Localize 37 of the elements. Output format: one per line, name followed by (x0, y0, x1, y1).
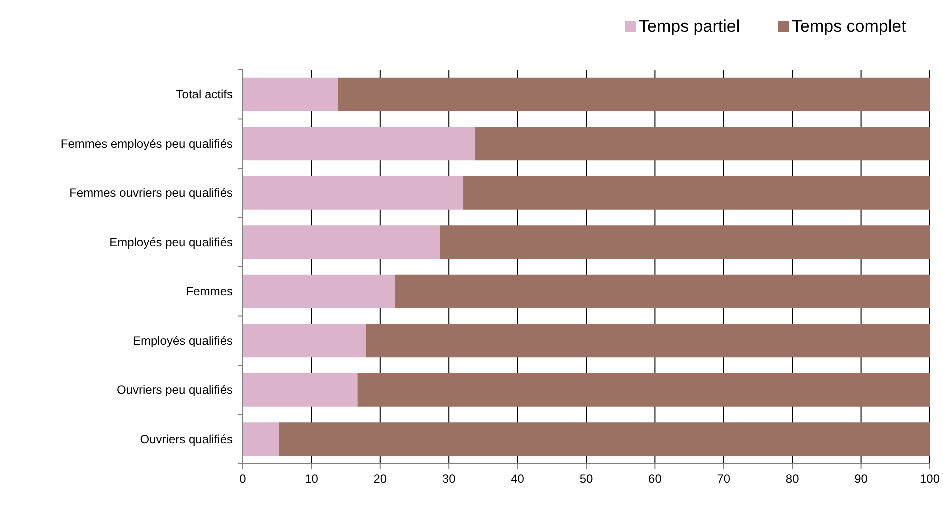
y-tick-label: Femmes employés peu qualifiés (60, 136, 233, 151)
bar (243, 274, 396, 308)
x-tick-label: 10 (305, 472, 319, 486)
x-tick-label: 30 (442, 472, 456, 486)
legend-label: Temps complet (792, 17, 907, 36)
bar (366, 324, 930, 358)
x-tick-label: 60 (648, 472, 662, 486)
y-tick-label: Ouvriers peu qualifiés (116, 383, 233, 398)
y-tick-label: Ouvriers qualifiés (140, 432, 233, 446)
bar (279, 422, 930, 456)
legend-label: Temps partiel (639, 17, 740, 36)
y-tick-label: Employés qualifiés (132, 334, 233, 348)
x-tick-label: 20 (374, 472, 388, 486)
bar (475, 127, 930, 161)
bar (358, 373, 930, 407)
y-tick-label: Femmes (186, 284, 233, 299)
bar (440, 226, 930, 260)
bar (338, 78, 930, 112)
bar (243, 422, 280, 456)
bar (243, 78, 338, 112)
y-tick-label: Employés peu qualifiés (110, 235, 233, 250)
x-tick-label: 0 (240, 472, 247, 486)
y-tick-label: Femmes ouvriers peu qualifiés (70, 186, 233, 200)
bar (396, 274, 930, 308)
x-tick-label: 70 (717, 472, 731, 486)
x-tick-label: 90 (854, 472, 868, 486)
x-tick-label: 100 (920, 472, 940, 486)
y-tick-label: Total actifs (176, 88, 233, 102)
bar (243, 324, 366, 358)
x-tick-label: 50 (580, 472, 594, 486)
x-tick-label: 40 (511, 472, 525, 486)
bar (243, 176, 464, 210)
x-tick-label: 80 (786, 472, 800, 486)
bar (243, 226, 440, 260)
bar (243, 373, 358, 407)
bar (464, 176, 930, 210)
bar (243, 127, 476, 161)
